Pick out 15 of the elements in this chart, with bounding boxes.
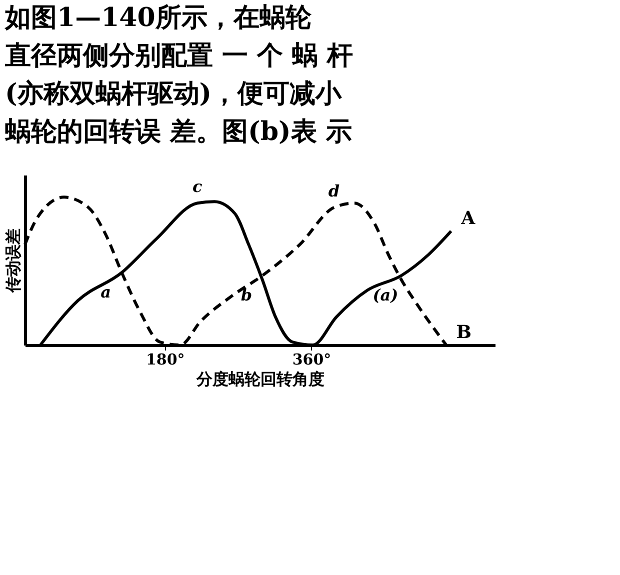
- annotation: a: [100, 282, 111, 302]
- text: 蜗轮的回转误 差。图(b)表 示: [5, 117, 352, 147]
- x-tick-label: 360°: [292, 350, 332, 368]
- text: (亦称双蜗杆驱动)，便可减小: [5, 79, 342, 109]
- text: 如图1—140所示，在蜗轮: [5, 3, 312, 33]
- text: 直径两侧分别配置 一 个 蜗 杆: [5, 41, 354, 71]
- annotation: (a): [372, 286, 398, 305]
- x-axis-title: 分度蜗轮回转角度: [196, 370, 324, 388]
- y-axis-title: 传动误差: [4, 228, 22, 294]
- annotation: b: [240, 286, 252, 305]
- series-label: B: [456, 322, 472, 343]
- x-tick-label: 180°: [146, 350, 185, 368]
- annotation: d: [328, 182, 340, 201]
- annotation: c: [192, 177, 203, 196]
- series-label: A: [460, 208, 476, 230]
